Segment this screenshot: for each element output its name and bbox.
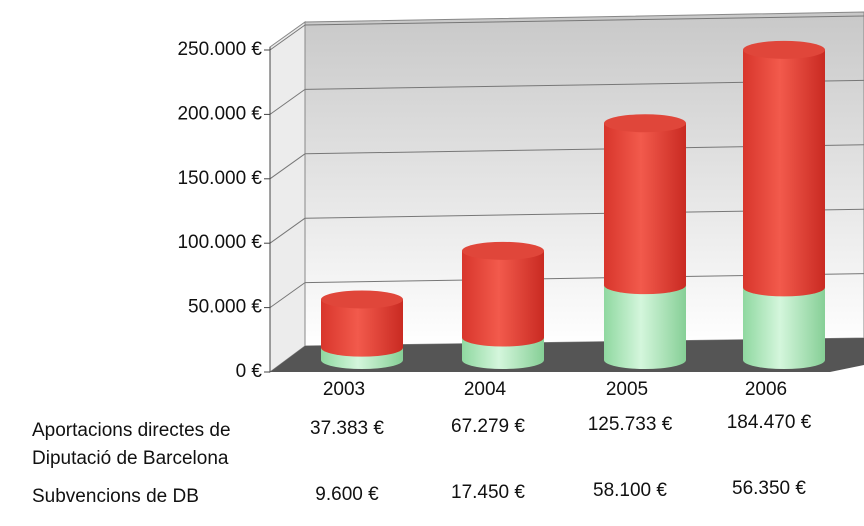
y-tick-label: 50.000 € bbox=[188, 297, 262, 318]
value-label: 67.279 € bbox=[451, 416, 525, 437]
bar-top bbox=[743, 40, 825, 59]
x-tick-label: 2003 bbox=[323, 379, 365, 400]
value-label: 184.470 € bbox=[726, 412, 812, 433]
grid-line bbox=[269, 282, 306, 309]
legend-label: Aportacions directes de Diputació de Bar… bbox=[32, 420, 231, 469]
bar-segment bbox=[743, 49, 825, 288]
bar-top bbox=[462, 241, 544, 260]
bar-segment bbox=[604, 123, 686, 286]
x-tick-label: 2004 bbox=[464, 379, 507, 400]
bar-top bbox=[321, 290, 403, 309]
bar-segment bbox=[462, 250, 544, 338]
value-label: 56.350 € bbox=[732, 478, 806, 499]
x-tick-label: 2005 bbox=[606, 379, 648, 400]
grid-line bbox=[304, 15, 864, 26]
bar-top bbox=[604, 114, 686, 133]
bar-segment bbox=[743, 287, 825, 360]
value-label: 125.733 € bbox=[587, 414, 673, 435]
value-label: 37.383 € bbox=[310, 418, 384, 439]
value-label: 17.450 € bbox=[451, 482, 525, 503]
y-tick-label: 0 € bbox=[236, 361, 263, 382]
y-tick-label: 200.000 € bbox=[177, 103, 262, 124]
value-label: 58.100 € bbox=[593, 480, 667, 501]
legend-label: Subvencions de DB bbox=[32, 486, 199, 507]
value-label: 9.600 € bbox=[315, 484, 379, 505]
bar-segment bbox=[604, 285, 686, 360]
x-tick-label: 2006 bbox=[745, 379, 787, 400]
grid-line bbox=[269, 24, 306, 51]
floor bbox=[270, 338, 864, 372]
side-wall bbox=[269, 21, 306, 373]
y-tick-label: 100.000 € bbox=[177, 232, 262, 253]
y-tick-label: 150.000 € bbox=[177, 168, 262, 189]
y-tick-label: 250.000 € bbox=[177, 39, 262, 60]
grid-line bbox=[269, 88, 306, 115]
grid-line bbox=[269, 217, 306, 244]
grid-line bbox=[269, 153, 306, 180]
